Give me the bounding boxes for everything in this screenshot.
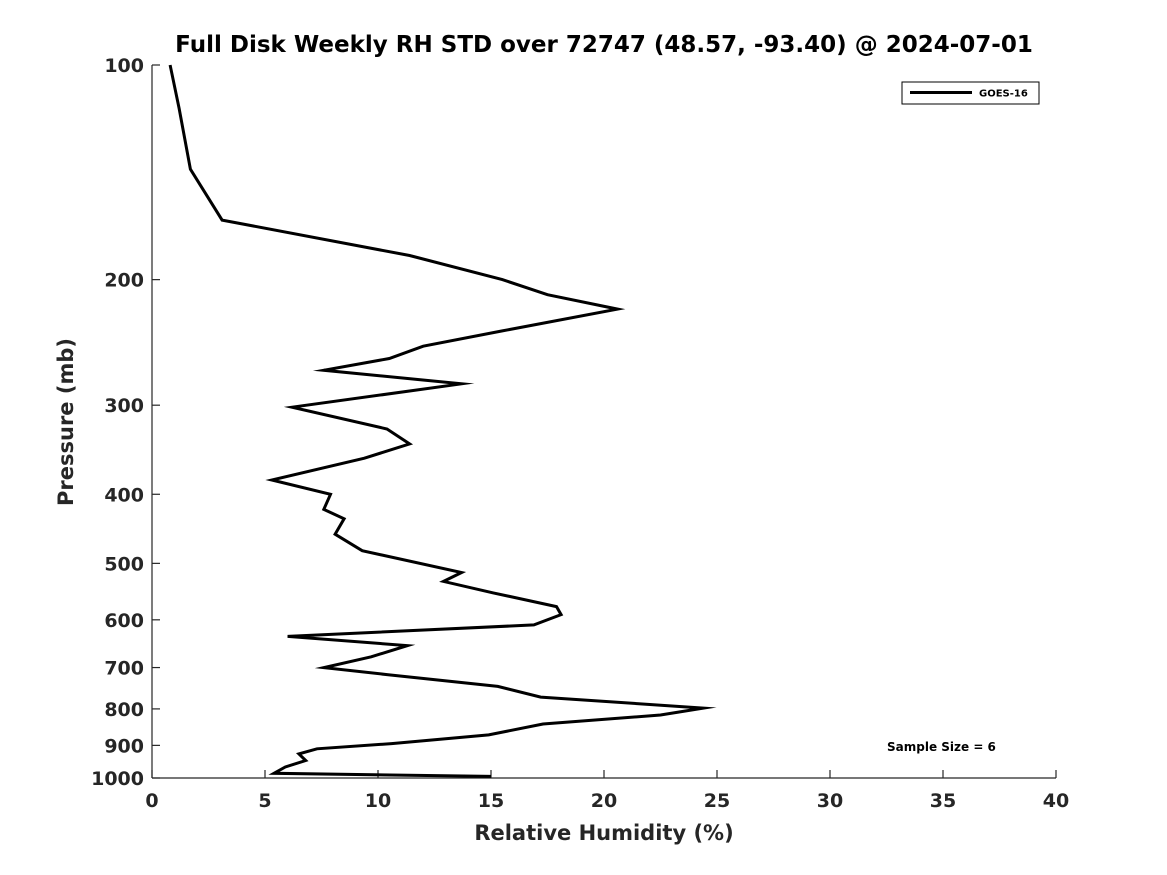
y-tick-label: 600 bbox=[104, 610, 144, 632]
y-tick-label: 700 bbox=[104, 658, 144, 680]
series-line-goes-16 bbox=[168, 64, 717, 778]
y-tick-label: 200 bbox=[104, 270, 144, 292]
y-tick-label: 800 bbox=[104, 699, 144, 721]
y-tick-label: 500 bbox=[104, 553, 144, 575]
legend-label: GOES-16 bbox=[979, 89, 1028, 100]
y-tick-label: 1000 bbox=[91, 768, 144, 790]
y-axis-ticks: 100 200 300 400 500 600 700 800 900 1000 bbox=[91, 55, 160, 790]
y-tick-label: 100 bbox=[104, 55, 144, 77]
y-tick-label: 300 bbox=[104, 395, 144, 417]
x-tick-label: 35 bbox=[930, 790, 956, 812]
series-group bbox=[168, 64, 717, 778]
x-axis-label: Relative Humidity (%) bbox=[474, 821, 733, 845]
x-tick-label: 25 bbox=[704, 790, 730, 812]
x-axis-ticks: 0 5 10 15 20 25 30 35 40 bbox=[145, 770, 1069, 812]
legend: GOES-16 bbox=[901, 81, 1040, 105]
x-tick-label: 30 bbox=[817, 790, 843, 812]
x-tick-label: 20 bbox=[591, 790, 617, 812]
x-tick-label: 15 bbox=[478, 790, 504, 812]
y-tick-label: 900 bbox=[104, 735, 144, 757]
x-tick-label: 5 bbox=[258, 790, 271, 812]
x-tick-label: 0 bbox=[145, 790, 158, 812]
y-axis-label: Pressure (mb) bbox=[54, 338, 78, 506]
y-tick-label: 400 bbox=[104, 484, 144, 506]
sample-size-annotation: Sample Size = 6 bbox=[887, 740, 996, 754]
chart-title: Full Disk Weekly RH STD over 72747 (48.5… bbox=[175, 32, 1033, 58]
x-tick-label: 40 bbox=[1043, 790, 1069, 812]
x-tick-label: 10 bbox=[365, 790, 391, 812]
